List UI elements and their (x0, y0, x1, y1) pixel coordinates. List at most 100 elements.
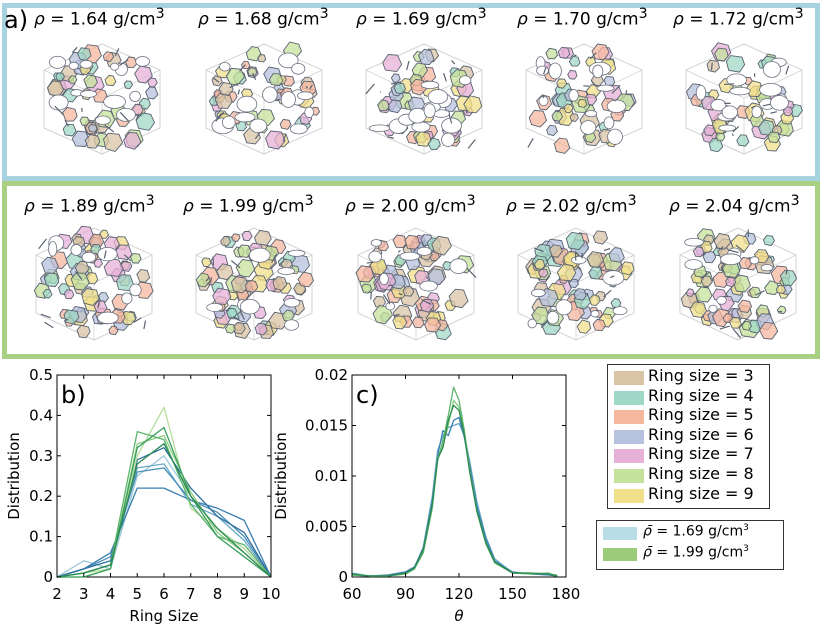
void-region (68, 61, 79, 70)
ring-polygon (216, 263, 234, 281)
ring-polygon (588, 294, 601, 306)
series-line-1.70 (351, 416, 558, 577)
ring-polygon (244, 279, 259, 293)
void-region (129, 90, 141, 102)
ring-polygon (104, 74, 117, 87)
ring-polygon (557, 46, 571, 59)
void-region (607, 128, 623, 145)
bond-chain (254, 132, 261, 140)
void-region (760, 264, 774, 272)
void-region (304, 106, 315, 118)
ring-polygon (214, 92, 233, 109)
void-region (379, 272, 389, 286)
bond-chain (133, 317, 142, 323)
void-region (749, 256, 760, 265)
void-region (721, 105, 739, 120)
density-legend: ρ̄ = 1.69 g/cm3 ρ̄ = 1.99 g/cm3 (596, 520, 784, 570)
bond-chain (466, 267, 477, 278)
bond-chain (589, 52, 597, 60)
ring-polygon (685, 288, 695, 297)
ring-polygon (782, 106, 794, 117)
ring-polygon (728, 317, 742, 329)
density-legend-swatch-2 (603, 548, 637, 561)
y-tick-label: 0.1 (29, 528, 53, 546)
ring-polygon (736, 134, 750, 147)
bond-chain (114, 48, 120, 57)
bond-chain (710, 62, 713, 71)
ring-polygon (538, 268, 549, 278)
bond-chain (728, 249, 739, 254)
x-tick-label: 180 (552, 585, 581, 603)
structure-render-3 (365, 43, 483, 155)
ring-polygon (700, 275, 713, 288)
ring-legend-label: Ring size = 4 (648, 385, 754, 405)
void-region (449, 258, 468, 274)
ring-polygon (404, 234, 421, 250)
ring-legend-swatch (614, 449, 644, 464)
void-region (684, 259, 703, 270)
bond-chain (74, 270, 83, 280)
bond-chain (421, 299, 432, 305)
x-tick-label: 120 (445, 585, 474, 603)
ring-polygon (423, 317, 442, 333)
void-region (103, 94, 126, 109)
bond-chain (103, 250, 107, 259)
ring-polygon (463, 95, 483, 114)
ring-polygon (103, 132, 124, 153)
bond-chain (603, 289, 612, 298)
panel-high-density-frame (2, 181, 820, 359)
ring-polygon (231, 233, 241, 242)
ring-polygon (102, 51, 115, 63)
bond-chain (229, 83, 239, 89)
ring-polygon (586, 251, 605, 268)
ring-legend-swatch (614, 371, 644, 385)
bond-chain (239, 64, 246, 72)
ring-polygon (569, 113, 579, 122)
bond-chain (393, 313, 400, 317)
bond-chain (732, 328, 742, 339)
bond-chain (603, 247, 611, 252)
ring-polygon (762, 235, 776, 247)
ring-polygon (419, 298, 435, 313)
ring-polygon (568, 55, 581, 67)
ring-polygon (592, 230, 609, 245)
void-region (555, 299, 573, 316)
bond-chain (64, 119, 69, 127)
ring-polygon (79, 116, 90, 126)
bond-chain (119, 111, 130, 122)
void-region (283, 298, 301, 308)
bond-chain (762, 103, 771, 107)
ring-polygon (42, 288, 53, 299)
ring-polygon (361, 283, 373, 294)
void-region (612, 306, 628, 316)
ring-polygon (702, 250, 717, 264)
ring-polygon (556, 263, 577, 282)
bond-chain (143, 320, 147, 330)
x-tick-label: 5 (132, 585, 142, 603)
ring-legend-label: Ring size = 5 (648, 405, 754, 425)
bond-angle-distribution-chart: 60 90 120 150 180 0 0.005 0.01 0.015 0.02 θ Distrib… (272, 366, 581, 625)
ring-polygon (563, 103, 574, 114)
bond-chain (719, 325, 730, 330)
y-tick-label: 0.2 (29, 487, 53, 505)
bond-chain (119, 59, 129, 67)
ring-polygon (134, 65, 153, 84)
bond-chain (366, 261, 374, 264)
ring-polygon (556, 78, 568, 89)
bond-chain (252, 72, 257, 80)
density-label-6: ρ = 1.89 g/cm3 (24, 193, 155, 217)
ring-polygon (272, 276, 288, 291)
ring-polygon (392, 315, 408, 330)
ring-polygon (714, 47, 729, 62)
bond-chain (467, 139, 476, 149)
x-tick-label: 10 (261, 585, 280, 603)
panel-label: b) (61, 381, 86, 409)
void-region (720, 253, 742, 266)
void-region (695, 84, 707, 101)
void-region (590, 310, 600, 318)
void-region (729, 86, 751, 96)
void-region (262, 86, 278, 103)
void-region (289, 123, 308, 135)
ring-polygon (567, 69, 578, 80)
